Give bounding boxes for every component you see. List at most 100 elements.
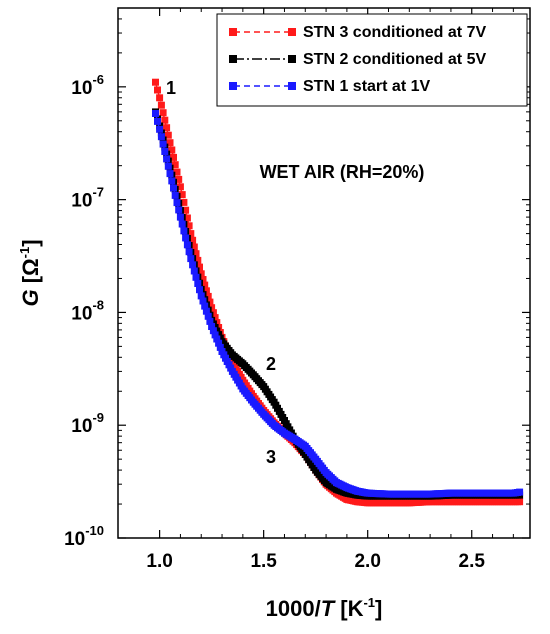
- x-tick-label: 2.5: [459, 551, 486, 572]
- data-point: [201, 302, 209, 310]
- data-point: [161, 116, 169, 124]
- legend-label: STN 3 conditioned at 7V: [303, 24, 486, 41]
- data-point: [171, 191, 179, 199]
- legend-marker: [229, 55, 237, 63]
- y-tick-label: 10-8: [71, 297, 104, 324]
- data-point: [199, 297, 207, 305]
- data-point: [192, 273, 200, 281]
- data-point: [154, 86, 161, 94]
- series-3: [152, 110, 524, 498]
- data-point: [194, 280, 202, 287]
- data-point: [516, 488, 524, 496]
- data-point: [197, 292, 205, 300]
- data-point: [190, 243, 198, 251]
- axis-ticks: 1.0 1.5 2.0 2.5 10-10 10-9 10-8 10-7 10-6: [64, 7, 530, 572]
- data-point: [154, 117, 161, 125]
- data-point: [157, 101, 165, 109]
- data-point: [211, 331, 219, 339]
- data-point: [180, 227, 188, 235]
- y-tick-label: 10-9: [71, 410, 104, 437]
- legend: STN 3 conditioned at 7V STN 2 conditioned…: [216, 13, 528, 107]
- data-point: [170, 153, 177, 161]
- data-point: [187, 230, 195, 238]
- x-axis-label: 1000/T [K-1]: [266, 595, 383, 621]
- data-point: [156, 94, 164, 102]
- data-point: [176, 213, 184, 221]
- data-point: [209, 327, 217, 335]
- x-tick-label: 1.0: [146, 551, 172, 572]
- data-point: [173, 199, 181, 207]
- data-point: [164, 162, 172, 170]
- legend-marker: [288, 82, 296, 90]
- data-point: [215, 339, 223, 347]
- data-point: [161, 148, 169, 155]
- data-point: [201, 281, 209, 289]
- y-tick-label: 10-10: [64, 523, 104, 550]
- y-tick-label: 10-7: [71, 185, 104, 212]
- curve-label-1: 1: [166, 78, 176, 98]
- x-tick-label: 2.0: [354, 551, 380, 572]
- data-point: [175, 175, 183, 183]
- curve-label-2: 2: [266, 354, 276, 374]
- data-point: [171, 161, 179, 169]
- legend-label: STN 1 start at 1V: [303, 78, 430, 95]
- legend-label: STN 2 conditioned at 5V: [303, 51, 486, 68]
- data-point: [178, 220, 186, 228]
- legend-marker: [229, 28, 237, 36]
- data-point: [182, 234, 190, 242]
- data-point: [163, 124, 171, 132]
- data-point: [168, 146, 176, 154]
- data-point: [183, 241, 191, 249]
- legend-marker: [288, 28, 296, 36]
- data-point: [194, 256, 202, 264]
- y-tick-label: 10-6: [71, 72, 104, 99]
- data-point: [208, 323, 216, 330]
- annotation-wet-air: WET AIR (RH=20%): [260, 162, 425, 182]
- data-point: [189, 236, 197, 244]
- data-point: [182, 206, 190, 214]
- curve-label-3: 3: [266, 447, 276, 467]
- data-point: [213, 335, 221, 343]
- data-point: [176, 183, 184, 191]
- data-point: [166, 170, 174, 178]
- data-point: [170, 184, 177, 192]
- data-point: [196, 263, 203, 271]
- data-point: [199, 276, 207, 283]
- data-point: [159, 109, 167, 117]
- series-layer: [152, 78, 524, 507]
- data-point: [180, 198, 188, 206]
- data-point: [164, 131, 172, 139]
- data-point: [216, 343, 224, 351]
- data-point: [175, 206, 183, 214]
- data-point: [157, 133, 165, 141]
- data-point: [189, 261, 197, 269]
- data-point: [206, 317, 214, 325]
- y-axis-label: G [Ω-1]: [17, 239, 43, 306]
- data-point: [159, 140, 167, 148]
- data-point: [183, 214, 191, 222]
- legend-box: [216, 13, 528, 107]
- data-point: [192, 250, 200, 258]
- data-point: [202, 307, 210, 315]
- data-point: [178, 191, 186, 199]
- data-point: [185, 248, 193, 256]
- data-point: [168, 177, 176, 185]
- x-tick-label: 1.5: [250, 551, 277, 572]
- legend-marker: [229, 82, 237, 90]
- data-point: [187, 255, 195, 263]
- data-point: [156, 125, 164, 133]
- data-point: [152, 110, 159, 117]
- data-point: [166, 139, 174, 147]
- data-point: [152, 78, 159, 86]
- data-point: [202, 287, 210, 295]
- data-point: [204, 312, 212, 320]
- data-point: [173, 168, 181, 176]
- data-point: [516, 498, 524, 506]
- data-point: [196, 286, 203, 294]
- data-point: [157, 129, 165, 137]
- data-point: [190, 267, 198, 275]
- legend-marker: [288, 55, 296, 63]
- data-point: [185, 222, 193, 230]
- data-point: [163, 155, 171, 163]
